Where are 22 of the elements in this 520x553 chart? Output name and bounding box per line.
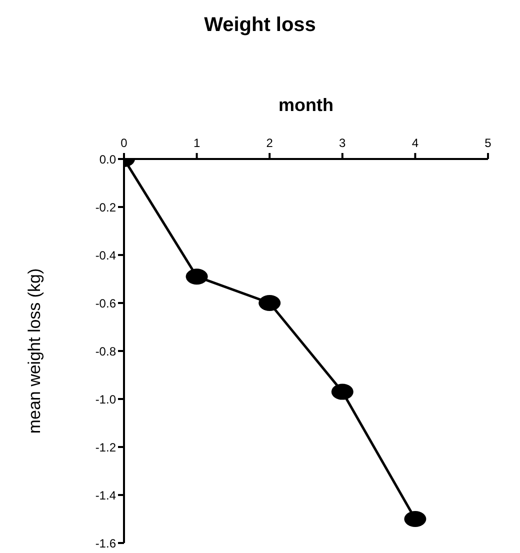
y-tick-label: 0.0 [99, 152, 116, 166]
y-tick-label: -1.4 [95, 488, 116, 502]
y-tick-label: -1.0 [95, 392, 116, 406]
y-tick-label: -0.2 [95, 200, 116, 214]
y-tick-label: -1.6 [95, 536, 116, 550]
y-tick-label: -0.8 [95, 344, 116, 358]
y-axis-title: mean weight loss (kg) [25, 268, 44, 434]
x-tick-label: 5 [484, 136, 492, 150]
y-tick-label: -0.4 [95, 248, 116, 262]
chart-title: Weight loss [203, 14, 317, 37]
x-axis-title: month [278, 94, 334, 115]
y-tick-label: -1.2 [95, 440, 116, 454]
x-tick-label: 0 [120, 136, 128, 150]
x-tick-label: 1 [193, 136, 200, 150]
point [404, 511, 426, 527]
point [258, 295, 281, 311]
y-tick-label: -0.6 [95, 296, 116, 310]
point [331, 384, 354, 400]
x-tick-label: 4 [412, 136, 419, 150]
x-tick-label: 3 [339, 136, 346, 150]
x-tick-label: 2 [266, 136, 274, 150]
point [186, 268, 208, 285]
